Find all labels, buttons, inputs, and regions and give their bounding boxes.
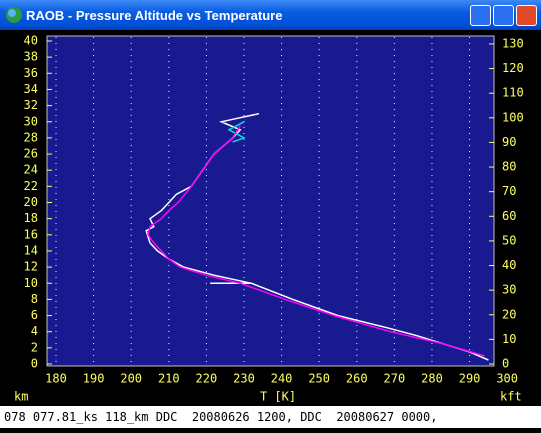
plot-area: [46, 35, 495, 367]
y2-tick-label: 120: [502, 61, 524, 75]
y-tick-label: 32: [24, 98, 38, 112]
y2-tick-label: 110: [502, 86, 524, 100]
profile-line: [227, 121, 246, 143]
y2-tick-label: 40: [502, 258, 516, 272]
y-tick-label: 38: [24, 50, 38, 64]
y2-tick-label: 50: [502, 233, 516, 247]
y-tick-label: 36: [24, 66, 38, 80]
y-tick-label: 8: [31, 292, 38, 306]
x-tick-label: 200: [120, 372, 142, 386]
y2-tick-label: 80: [502, 160, 516, 174]
x-tick-label: 210: [158, 372, 180, 386]
app-icon: [6, 7, 22, 23]
x-tick-label: 290: [459, 372, 481, 386]
y-axis-label: km: [14, 390, 28, 404]
y2-tick-label: 0: [502, 357, 509, 371]
y2-tick-label: 60: [502, 209, 516, 223]
x-tick-label: 280: [421, 372, 443, 386]
x-axis-label: T [K]: [260, 390, 296, 404]
x-tick-label: 270: [384, 372, 406, 386]
x-tick-label: 220: [196, 372, 218, 386]
y-tick-label: 2: [31, 340, 38, 354]
y2-tick-label: 100: [502, 110, 524, 124]
y-tick-label: 18: [24, 211, 38, 225]
y2-tick-label: 90: [502, 135, 516, 149]
x-tick-label: 240: [271, 372, 293, 386]
y2-axis-label: kft: [500, 390, 522, 404]
y-tick-label: 10: [24, 276, 38, 290]
y-tick-label: 20: [24, 195, 38, 209]
x-tick-label: 250: [308, 372, 330, 386]
x-tick-label: 260: [346, 372, 368, 386]
x-tick-label: 300: [496, 372, 518, 386]
y2-tick-label: 70: [502, 184, 516, 198]
y-tick-label: 16: [24, 227, 38, 241]
close-button[interactable]: [516, 5, 537, 26]
y-tick-label: 40: [24, 34, 38, 48]
y-tick-label: 34: [24, 82, 38, 96]
y2-tick-label: 30: [502, 283, 516, 297]
x-tick-label: 180: [45, 372, 67, 386]
y-tick-label: 6: [31, 308, 38, 322]
window-title: RAOB - Pressure Altitude vs Temperature: [26, 8, 283, 23]
y-tick-label: 30: [24, 114, 38, 128]
y2-tick-label: 10: [502, 332, 516, 346]
title-bar: RAOB - Pressure Altitude vs Temperature: [0, 0, 541, 30]
x-tick-label: 230: [233, 372, 255, 386]
y-tick-label: 4: [31, 324, 38, 338]
y-tick-label: 24: [24, 163, 38, 177]
y-tick-label: 28: [24, 130, 38, 144]
y-tick-label: 0: [31, 357, 38, 371]
y-tick-label: 14: [24, 243, 38, 257]
profile-line: [147, 125, 485, 357]
y2-tick-label: 20: [502, 307, 516, 321]
y2-tick-label: 130: [502, 36, 524, 50]
y-tick-label: 12: [24, 260, 38, 274]
y-tick-label: 26: [24, 147, 38, 161]
maximize-button[interactable]: [493, 5, 514, 26]
minimize-button[interactable]: [470, 5, 491, 26]
y-tick-label: 22: [24, 179, 38, 193]
status-bar: 078 077.81_ks 118_km DDC 20080626 1200, …: [0, 406, 541, 428]
x-tick-label: 190: [83, 372, 105, 386]
